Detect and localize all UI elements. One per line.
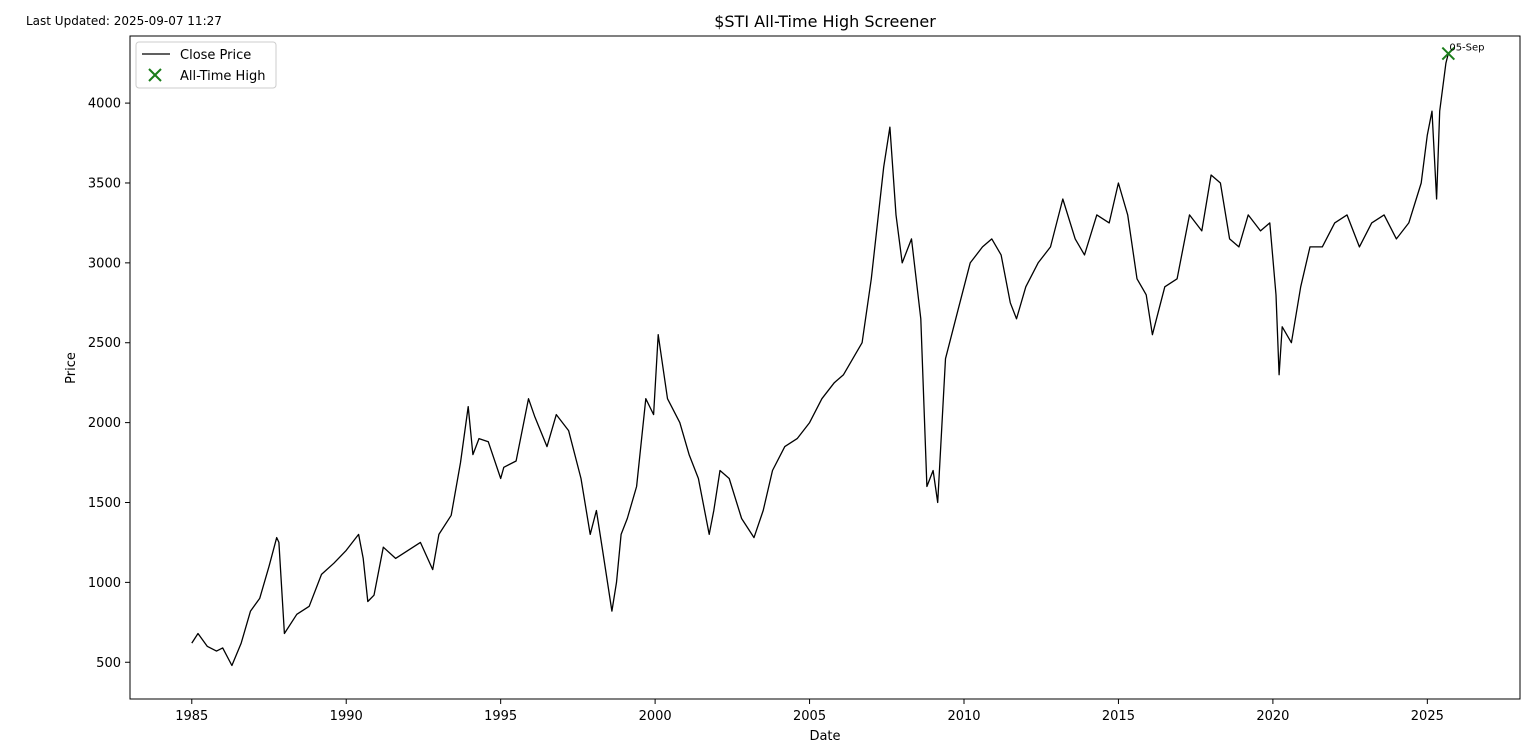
legend-close-price-label: Close Price [180, 48, 251, 63]
all-time-high-data-label: 05-Sep [1449, 43, 1484, 54]
x-tick-label: 2005 [793, 709, 826, 724]
y-tick-label: 1500 [88, 496, 121, 511]
y-axis: 500 1000 1500 2000 2500 3000 3500 4000 [88, 97, 130, 671]
plot-area: 05-Sep [191, 43, 1485, 667]
y-tick-label: 2000 [88, 416, 121, 431]
y-tick-label: 1000 [88, 576, 121, 591]
close-price-line [191, 53, 1449, 667]
all-time-high-marker [1441, 46, 1456, 61]
legend: Close Price All-Time High [135, 41, 277, 89]
x-tick-label: 2015 [1102, 709, 1135, 724]
x-tick-label: 2010 [947, 709, 980, 724]
x-axis: 1985 1990 1995 2000 2005 2010 2015 2020 2025 [175, 699, 1444, 724]
y-tick-label: 2500 [88, 336, 121, 351]
legend-all-time-high-label: All-Time High [180, 69, 265, 84]
y-tick-label: 4000 [88, 97, 121, 112]
x-tick-label: 2025 [1411, 709, 1444, 724]
x-axis-label: Date [809, 729, 840, 744]
plot-frame [129, 35, 1521, 700]
last-updated-text: Last Updated: 2025-09-07 11:27 [26, 14, 222, 28]
y-tick-label: 3000 [88, 256, 121, 271]
x-tick-label: 2000 [639, 709, 672, 724]
legend-box [135, 41, 277, 89]
x-tick-label: 1985 [175, 709, 208, 724]
x-tick-label: 1990 [330, 709, 363, 724]
y-tick-label: 500 [96, 656, 121, 671]
x-tick-label: 2020 [1256, 709, 1289, 724]
y-tick-label: 3500 [88, 176, 121, 191]
y-axis-label: Price [64, 352, 79, 384]
x-tick-label: 1995 [484, 709, 517, 724]
chart-title: $STI All-Time High Screener [714, 12, 936, 31]
legend-all-time-high-swatch [148, 68, 162, 82]
